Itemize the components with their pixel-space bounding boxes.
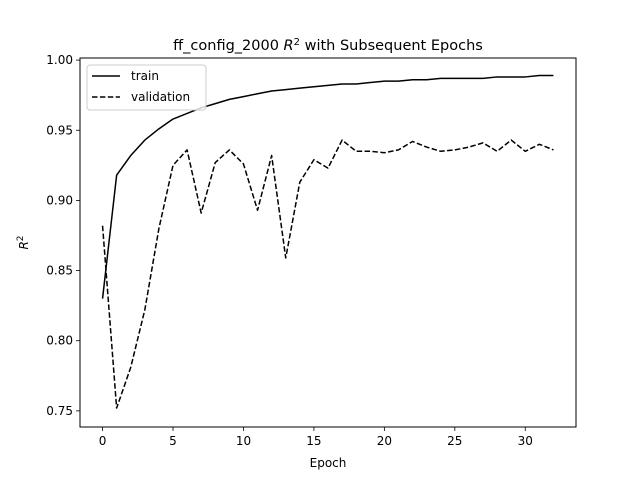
chart-title: ff_config_2000 R2 with Subsequent Epochs bbox=[173, 37, 483, 55]
y-tick-label: 0.75 bbox=[46, 404, 73, 418]
x-tick-label: 20 bbox=[377, 434, 392, 448]
x-tick-label: 0 bbox=[99, 434, 107, 448]
x-tick-label: 15 bbox=[306, 434, 321, 448]
plot-area-frame bbox=[79, 57, 577, 428]
y-axis-label: R2 bbox=[16, 235, 31, 249]
x-axis-label: Epoch bbox=[310, 456, 347, 470]
x-tick-label: 25 bbox=[447, 434, 462, 448]
y-tick-label: 0.90 bbox=[46, 193, 73, 207]
y-axis: 0.75 0.80 0.85 0.90 0.95 1.00 bbox=[46, 53, 80, 418]
series-line-train bbox=[101, 74, 554, 299]
y-tick-label: 1.00 bbox=[46, 53, 73, 67]
y-tick-label: 0.80 bbox=[46, 334, 73, 348]
series-layer bbox=[101, 74, 554, 409]
y-tick-label: 0.85 bbox=[46, 264, 73, 278]
legend: train validation bbox=[86, 64, 207, 111]
series-line-validation bbox=[101, 139, 554, 409]
y-tick-label: 0.95 bbox=[46, 123, 73, 137]
x-tick-label: 5 bbox=[169, 434, 177, 448]
x-tick-label: 10 bbox=[236, 434, 251, 448]
legend-label-validation: validation bbox=[131, 90, 190, 104]
legend-label-train: train bbox=[131, 69, 159, 83]
x-tick-label: 30 bbox=[518, 434, 533, 448]
x-axis: 0 5 10 15 20 25 30 bbox=[99, 427, 533, 448]
